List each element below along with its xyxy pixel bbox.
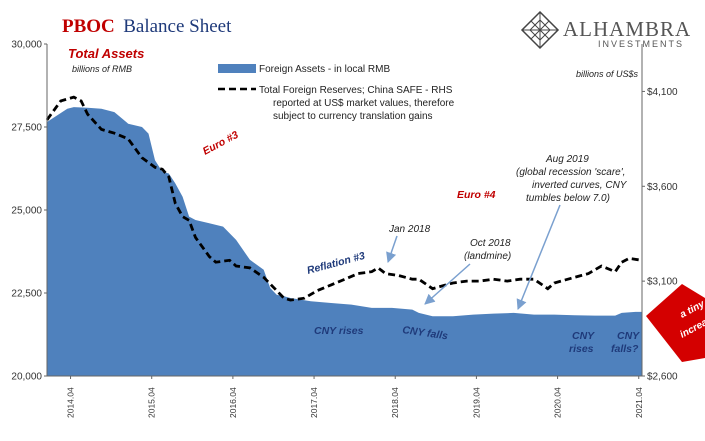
left-axis-ticks: 20,000 22,500 25,000 27,500 30,000 [11,40,47,383]
annotation-euro-4: Euro #4 [457,189,496,201]
legend-area-swatch [218,64,256,73]
annotation-cny-rises-2-line-2: rises [569,343,594,355]
annotation-landmine: (landmine) [464,251,511,262]
right-tick-label: $3,100 [647,277,678,288]
right-tick-label: $4,100 [647,87,678,98]
logo-subtitle: INVESTMENTS [598,39,684,49]
arrow-jan-2018 [386,235,398,263]
legend: Foreign Assets - in local RMB Total Fore… [218,64,455,122]
annotation-reflation-3: Reflation #3 [306,250,367,277]
x-tick-label: 2014.04 [66,387,76,418]
annotation-oct-2018: Oct 2018 [470,238,511,249]
alhambra-logo: ALHAMBRA INVESTMENTS [520,10,691,50]
foreign-assets-area-layer [47,107,642,376]
left-tick-label: 25,000 [11,206,42,217]
left-axis-units: billions of RMB [72,64,132,74]
total-foreign-reserves-line [45,95,643,302]
legend-line-label-2: reported at US$ market values, therefore [273,98,455,109]
legend-area-label: Foreign Assets - in local RMB [259,64,390,75]
arrow-oct-2018 [424,263,471,305]
right-axis-units: billions of US$s [576,69,639,79]
annotation-cny-falls-2: CNY [617,330,640,342]
left-axis-title: Total Assets [68,46,144,61]
x-tick-label: 2020.04 [553,387,563,418]
x-tick-label: 2018.04 [390,387,400,418]
x-tick-label: 2015.04 [147,387,157,418]
annotation-aug-2019-line-4: tumbles below 7.0) [526,193,610,204]
annotation-jan-2018: Jan 2018 [388,224,431,235]
legend-line-label-3: subject to currency translation gains [273,111,433,122]
legend-line-label-1: Total Foreign Reserves; China SAFE - RHS [259,85,453,96]
chart-title: PBOC Balance Sheet [62,16,232,37]
annotation-cny-rises-1: CNY rises [314,325,364,337]
annotation-euro-3: Euro #3 [201,129,241,158]
arrow-aug-2019 [516,204,561,310]
left-tick-label: 20,000 [11,372,42,383]
title-part-pboc: PBOC [62,16,115,37]
reserves-line-layer [45,95,643,302]
left-tick-label: 27,500 [11,123,42,134]
x-tick-label: 2016.04 [228,387,238,418]
annotation-aug-2019-line-3: inverted curves, CNY [532,180,628,191]
x-tick-label: 2019.04 [471,387,481,418]
annotation-cny-rises-2: CNY [572,330,595,342]
left-tick-label: 22,500 [11,289,42,300]
red-arrow-shape [646,284,705,362]
foreign-assets-area [47,107,642,376]
annotation-cny-falls-2-line-2: falls? [611,343,639,355]
x-tick-label: 2017.04 [309,387,319,418]
annotation-aug-2019: Aug 2019 [545,154,589,165]
tiny-increase-callout: a tiny increase [646,284,705,362]
lattice-diamond-icon [520,10,560,50]
right-tick-label: $3,600 [647,182,678,193]
x-tick-label: 2021.04 [634,387,644,418]
left-tick-label: 30,000 [11,40,42,51]
title-part-balance-sheet: Balance Sheet [123,16,232,37]
annotation-aug-2019-line-2: (global recession 'scare', [516,167,625,178]
right-axis-ticks: $2,600 $3,100 $3,600 $4,100 [642,87,678,383]
logo-name: ALHAMBRA [563,17,691,41]
right-tick-label: $2,600 [647,372,678,383]
x-axis-ticks: 2014.04 2015.04 2016.04 2017.04 2018.04 2019.… [66,376,644,418]
